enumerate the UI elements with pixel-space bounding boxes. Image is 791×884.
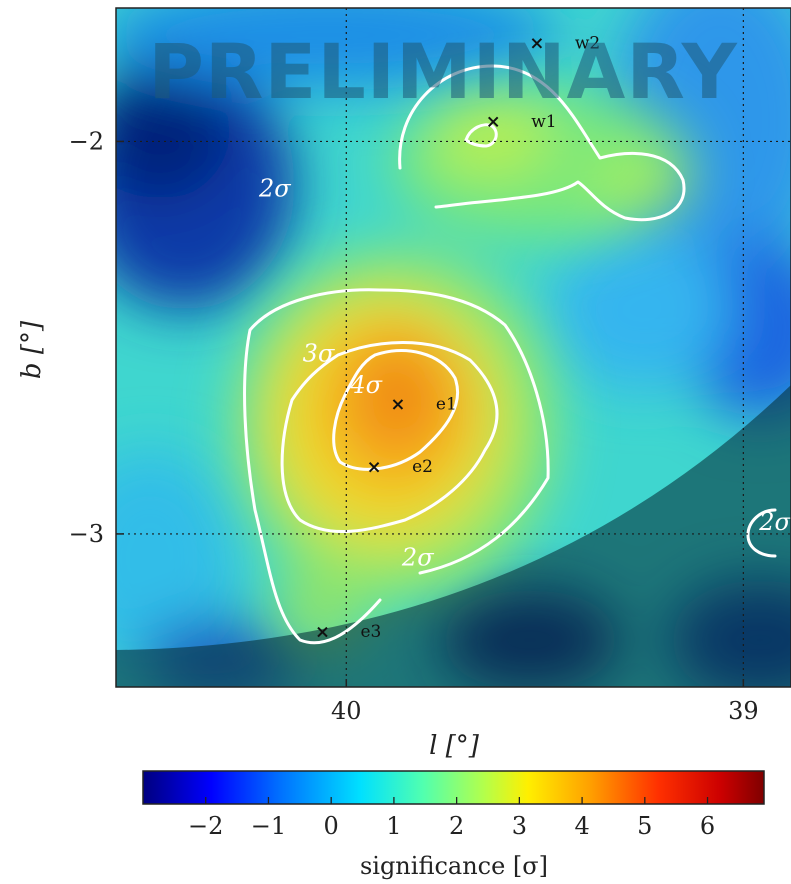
colorbar: −2 −1 0 1 2 3 4 5 6 significance [σ] [142, 770, 765, 880]
contour-labels: 2σ 3σ 4σ 2σ 2σ [258, 175, 791, 572]
contour-label-3: 2σ [401, 543, 434, 571]
masked-region [116, 385, 791, 687]
watermark-preliminary: PRELIMINARY [148, 27, 738, 116]
source-label-e3: e3 [360, 622, 381, 642]
x-axis-ticks: 40 39 [331, 679, 759, 725]
contour-label-4: 2σ [758, 508, 791, 536]
colorbar-gradient [142, 770, 765, 805]
source-markers: w2 w1 e1 e2 e3 [317, 33, 600, 642]
colorbar-tick-label-8: 6 [700, 812, 715, 840]
source-marker-e1: e1 [392, 394, 457, 414]
x-axis-label: l [°] [429, 731, 480, 761]
colorbar-tick-label-4: 2 [449, 812, 464, 840]
source-marker-e3: e3 [317, 622, 381, 642]
contour-2sigma-w1-island [464, 123, 498, 148]
colorbar-ticks: −2 −1 0 1 2 3 4 5 6 [188, 797, 715, 840]
source-cross-b-w2 [531, 38, 543, 49]
source-cross-b-e1 [392, 399, 404, 410]
contour-3sigma [280, 341, 499, 533]
plot-frame [115, 7, 791, 688]
x-tick-label-0: 40 [331, 697, 362, 725]
source-marker-e2: e2 [368, 457, 433, 477]
colorbar-tick-label-2: 0 [324, 812, 339, 840]
significance-contours [243, 64, 777, 645]
x-tick-label-1: 39 [728, 697, 759, 725]
source-label-w2: w2 [575, 33, 600, 53]
source-marker-w2: w2 [531, 33, 600, 53]
colorbar-tick-label-5: 3 [512, 812, 527, 840]
heatmap-field [116, 8, 791, 687]
y-axis-ticks: −2 −3 [69, 127, 124, 548]
contour-2sigma-north [398, 64, 686, 222]
grid-lines [116, 8, 791, 687]
source-cross-b-e3 [317, 626, 328, 638]
colorbar-tick-label-7: 5 [637, 812, 652, 840]
y-tick-label-1: −3 [69, 520, 104, 548]
source-label-e1: e1 [436, 394, 457, 414]
source-cross-b-w1 [487, 116, 499, 128]
colorbar-label: significance [σ] [360, 852, 548, 880]
heatmap-panel: 2σ 3σ 4σ 2σ 2σ w2 w1 e1 e2 e3 PRELIMINARY [116, 8, 791, 687]
source-label-w1: w1 [531, 112, 556, 132]
colorbar-tick-label-3: 1 [386, 812, 401, 840]
source-cross-b-e2 [368, 462, 380, 473]
colorbar-tick-label-1: −1 [251, 812, 286, 840]
contour-2sigma-edge [746, 508, 777, 558]
contour-label-2: 4σ [349, 371, 382, 399]
contour-label-0: 2σ [258, 175, 291, 203]
source-marker-w1: w1 [487, 112, 557, 132]
contour-2sigma-south [243, 288, 550, 645]
y-axis-label: b [°] [17, 320, 47, 379]
y-tick-label-0: −2 [69, 127, 104, 155]
colorbar-tick-label-6: 4 [574, 812, 589, 840]
contour-label-1: 3σ [303, 339, 335, 367]
contour-4sigma [332, 349, 460, 471]
colorbar-tick-label-0: −2 [188, 812, 223, 840]
source-label-e2: e2 [412, 457, 433, 477]
